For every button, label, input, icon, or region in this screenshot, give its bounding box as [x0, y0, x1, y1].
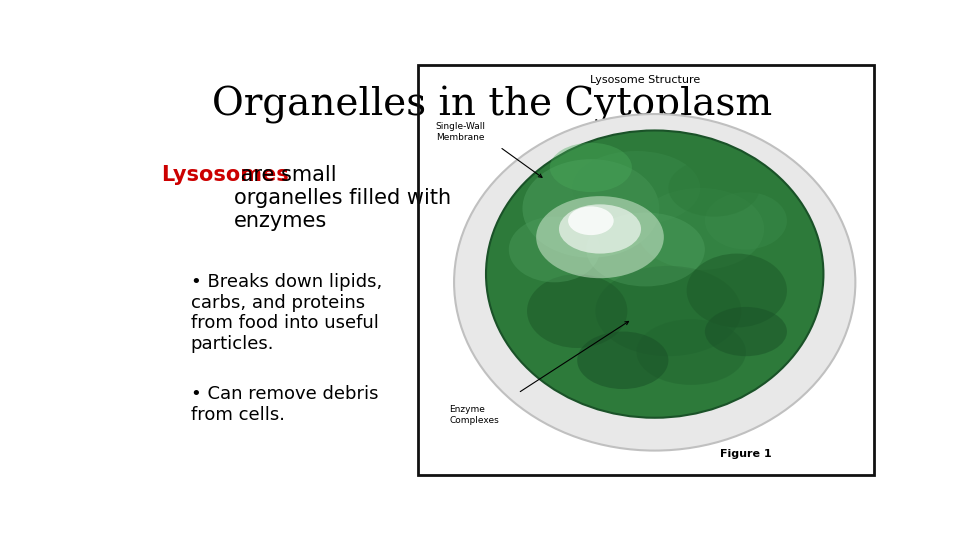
Text: Organelles in the Cytoplasm: Organelles in the Cytoplasm: [212, 85, 772, 124]
Ellipse shape: [572, 151, 701, 225]
Text: Enzyme
Complexes: Enzyme Complexes: [449, 406, 499, 425]
Text: Lysosomes: Lysosomes: [161, 165, 289, 185]
Ellipse shape: [536, 196, 664, 278]
Ellipse shape: [509, 217, 600, 282]
Text: Lysosome Structure: Lysosome Structure: [590, 75, 701, 85]
Ellipse shape: [595, 266, 741, 356]
Text: are small
organelles filled with
enzymes: are small organelles filled with enzymes: [234, 165, 451, 231]
Text: Single-Wall
Membrane: Single-Wall Membrane: [436, 122, 486, 141]
Ellipse shape: [636, 188, 764, 270]
Ellipse shape: [550, 143, 632, 192]
Ellipse shape: [454, 114, 855, 450]
Ellipse shape: [568, 206, 613, 235]
Text: Figure 1: Figure 1: [720, 449, 772, 459]
Ellipse shape: [668, 159, 759, 217]
Ellipse shape: [527, 274, 627, 348]
Ellipse shape: [559, 204, 641, 254]
Ellipse shape: [686, 254, 787, 327]
Ellipse shape: [486, 131, 824, 418]
Ellipse shape: [705, 192, 787, 249]
Text: • Breaks down lipids,
carbs, and proteins
from food into useful
particles.: • Breaks down lipids, carbs, and protein…: [191, 273, 382, 353]
Ellipse shape: [705, 307, 787, 356]
Ellipse shape: [587, 213, 705, 286]
Ellipse shape: [636, 319, 746, 385]
Ellipse shape: [522, 159, 660, 258]
Ellipse shape: [577, 332, 668, 389]
Text: • Can remove debris
from cells.: • Can remove debris from cells.: [191, 385, 378, 424]
